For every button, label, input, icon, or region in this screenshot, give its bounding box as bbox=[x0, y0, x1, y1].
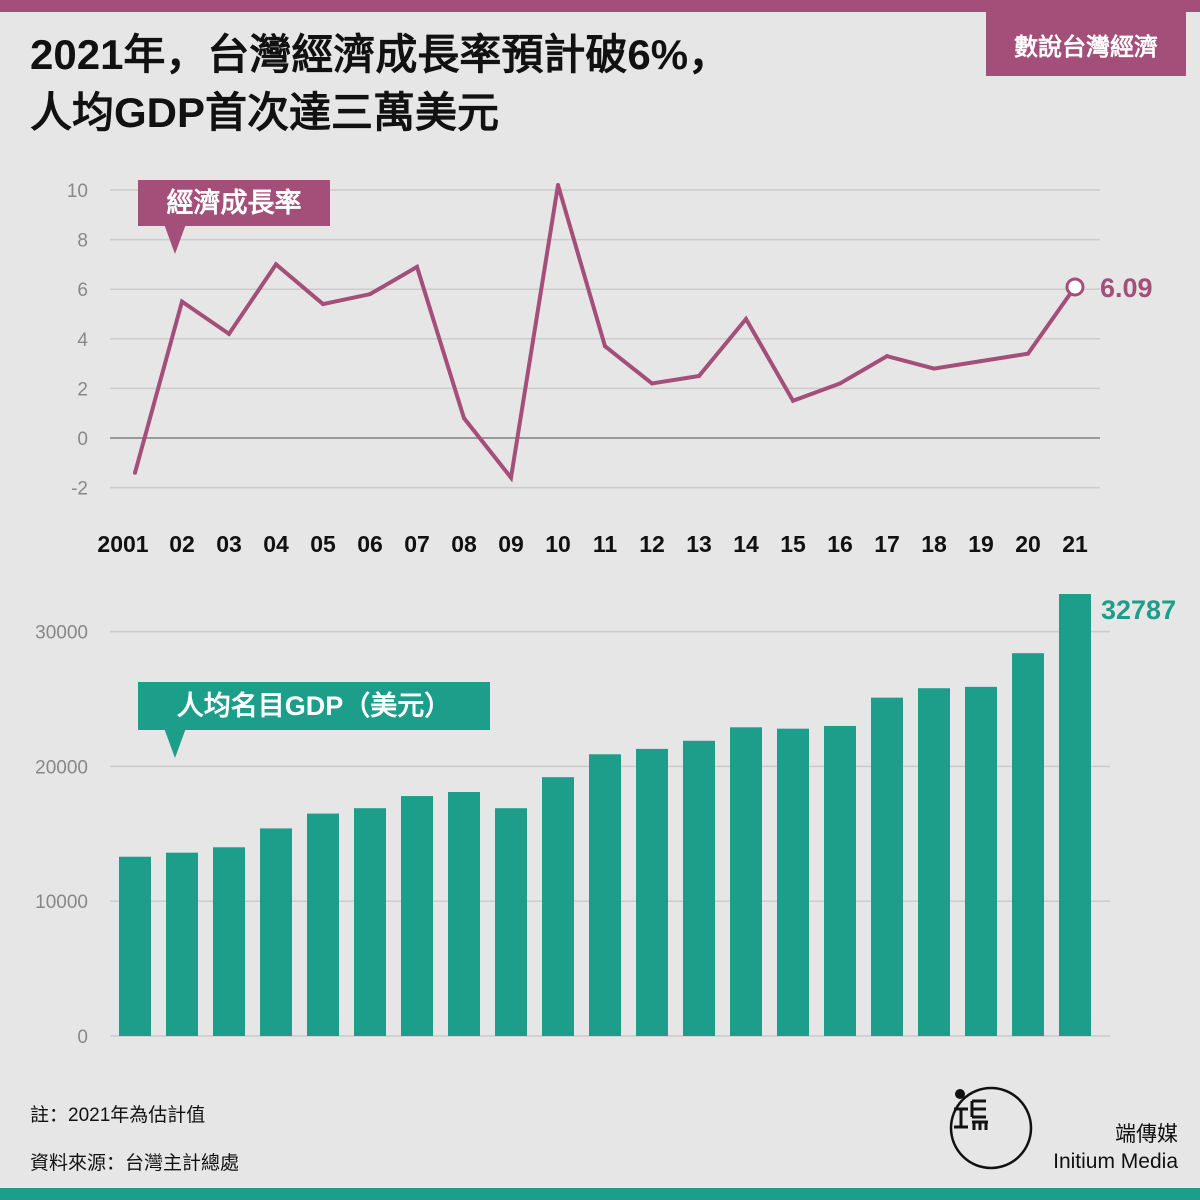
gdp-bar bbox=[636, 748, 668, 1036]
x-tick-label: 06 bbox=[357, 531, 383, 557]
bottom-accent-bar bbox=[0, 1188, 1200, 1200]
series-tag: 數說台灣經濟 bbox=[986, 12, 1186, 76]
x-tick-label: 15 bbox=[780, 531, 806, 557]
growth-rate-point bbox=[227, 331, 231, 336]
growth-rate-point bbox=[885, 354, 889, 359]
gdp-bar bbox=[1059, 594, 1091, 1036]
growth-rate-point bbox=[415, 264, 419, 269]
source-note: 資料來源：台灣主計總處 bbox=[30, 1153, 240, 1174]
gdp-bar bbox=[871, 697, 903, 1036]
growth-rate-point bbox=[650, 381, 654, 386]
line-y-tick-label: -2 bbox=[71, 479, 88, 500]
gdp-bar bbox=[965, 686, 997, 1036]
growth-rate-point bbox=[603, 344, 607, 349]
growth-rate-point bbox=[509, 475, 513, 480]
growth-rate-point bbox=[556, 183, 560, 188]
growth-rate-point bbox=[838, 381, 842, 386]
growth-rate-end-label: 6.09 bbox=[1100, 273, 1153, 303]
gdp-bar bbox=[824, 725, 856, 1036]
gdp-bar bbox=[1012, 653, 1044, 1036]
footnote: 註：2021年為估計值 bbox=[30, 1105, 206, 1126]
gdp-bar bbox=[542, 777, 574, 1036]
growth-rate-end-marker bbox=[1065, 277, 1085, 297]
x-tick-label: 09 bbox=[498, 531, 524, 557]
bar-y-tick-label: 20000 bbox=[35, 757, 88, 778]
line-y-tick-label: 6 bbox=[77, 280, 88, 301]
x-tick-label: 21 bbox=[1062, 531, 1088, 557]
gdp-bar bbox=[307, 813, 339, 1036]
line-y-tick-label: 0 bbox=[77, 429, 88, 450]
growth-rate-point bbox=[462, 416, 466, 421]
growth-rate-point bbox=[180, 299, 184, 304]
initium-logo-icon bbox=[949, 1086, 1033, 1170]
title-line-2: 人均GDP首次達三萬美元 bbox=[30, 89, 500, 136]
line-y-tick-label: 4 bbox=[77, 330, 88, 351]
gdp-bar bbox=[448, 792, 480, 1036]
growth-rate-point bbox=[133, 470, 137, 475]
x-tick-label: 10 bbox=[545, 531, 571, 557]
bar-chart-label-box bbox=[138, 682, 490, 730]
line-label-pointer bbox=[164, 224, 186, 254]
x-tick-label: 12 bbox=[639, 531, 665, 557]
title-line-1: 2021年，台灣經濟成長率預計破6%， bbox=[30, 31, 731, 78]
x-tick-label: 19 bbox=[968, 531, 994, 557]
gdp-bar bbox=[119, 856, 151, 1036]
bar-y-tick-label: 0 bbox=[77, 1027, 88, 1048]
x-tick-label: 18 bbox=[921, 531, 947, 557]
line-chart-label-box bbox=[138, 180, 330, 226]
logo-en-name: Initium Media bbox=[1053, 1150, 1178, 1173]
x-tick-label: 04 bbox=[263, 531, 289, 557]
gdp-end-label: 32787 bbox=[1101, 595, 1176, 625]
line-y-tick-label: 10 bbox=[67, 181, 88, 202]
x-tick-label: 17 bbox=[874, 531, 900, 557]
gdp-bar bbox=[401, 796, 433, 1036]
growth-rate-point bbox=[744, 316, 748, 321]
line-y-tick-label: 8 bbox=[77, 231, 88, 252]
gdp-bar bbox=[213, 847, 245, 1036]
bar-y-tick-label: 10000 bbox=[35, 892, 88, 913]
x-tick-label: 13 bbox=[686, 531, 712, 557]
x-tick-label: 03 bbox=[216, 531, 242, 557]
gdp-per-capita-bar-chart: 0 10000 20000 30000 32787 人均名目GDP（美元） bbox=[35, 594, 1176, 1048]
growth-rate-point bbox=[321, 302, 325, 307]
gdp-bar bbox=[495, 808, 527, 1036]
gdp-bar bbox=[589, 754, 621, 1036]
x-tick-label: 07 bbox=[404, 531, 430, 557]
growth-rate-point bbox=[932, 366, 936, 371]
page-title: 2021年，台灣經濟成長率預計破6%， 人均GDP首次達三萬美元 bbox=[30, 26, 730, 142]
top-accent-bar bbox=[0, 0, 1200, 12]
gdp-bar bbox=[918, 688, 950, 1036]
growth-rate-point bbox=[791, 398, 795, 403]
gdp-bar bbox=[354, 808, 386, 1036]
logo-cn-name: 端傳媒 bbox=[1115, 1123, 1178, 1146]
gdp-bar bbox=[730, 727, 762, 1036]
gdp-bar bbox=[166, 852, 198, 1036]
x-tick-label: 11 bbox=[593, 531, 618, 557]
x-tick-label: 14 bbox=[733, 531, 759, 557]
growth-rate-point bbox=[368, 292, 372, 297]
x-tick-label: 05 bbox=[310, 531, 336, 557]
x-tick-label: 02 bbox=[169, 531, 195, 557]
x-tick-label: 20 bbox=[1015, 531, 1041, 557]
gdp-bar bbox=[683, 740, 715, 1036]
line-chart-label: 經濟成長率 bbox=[167, 187, 302, 218]
bar-label-pointer bbox=[164, 728, 186, 758]
line-y-tick-label: 2 bbox=[77, 379, 88, 400]
growth-rate-series-line bbox=[133, 184, 1077, 483]
gdp-bar bbox=[260, 828, 292, 1036]
x-tick-label: 2001 bbox=[97, 531, 148, 557]
growth-rate-point bbox=[697, 374, 701, 378]
bar-chart-label: 人均名目GDP（美元） bbox=[177, 690, 452, 721]
growth-rate-point bbox=[1026, 351, 1030, 356]
x-tick-label: 16 bbox=[827, 531, 853, 557]
bar-y-tick-label: 30000 bbox=[35, 623, 88, 644]
growth-rate-point bbox=[979, 359, 983, 364]
x-tick-label: 08 bbox=[451, 531, 477, 557]
gdp-bar bbox=[777, 728, 809, 1036]
growth-rate-point bbox=[274, 262, 278, 267]
